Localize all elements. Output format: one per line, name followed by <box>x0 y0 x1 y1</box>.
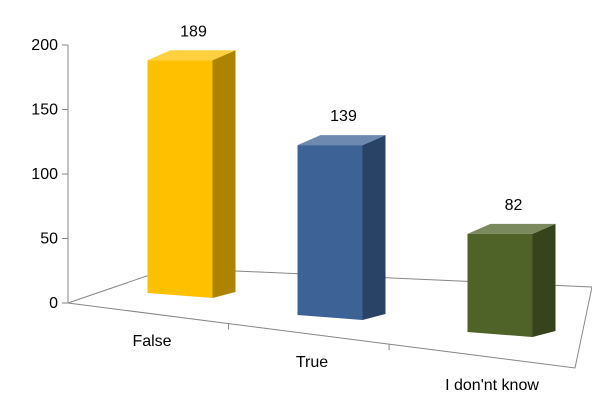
bar-side <box>362 135 386 320</box>
bar-side <box>212 50 236 299</box>
y-tick-label: 0 <box>49 295 58 312</box>
bar-side <box>532 223 556 337</box>
data-label: 139 <box>330 108 357 125</box>
labels: 189 False 139 True 82 I don'nt know <box>132 23 539 394</box>
bar-top <box>297 135 386 146</box>
category-label: I don'nt know <box>445 377 539 394</box>
bar <box>467 233 533 337</box>
floor <box>67 267 592 369</box>
bar <box>147 60 213 299</box>
data-label: 82 <box>505 197 523 214</box>
y-tick-label: 50 <box>40 231 58 248</box>
bar <box>297 145 363 320</box>
y-ticks: 0 50 100 150 200 <box>31 37 68 312</box>
category-label: False <box>132 333 171 350</box>
data-label: 189 <box>180 23 207 40</box>
y-tick-label: 100 <box>31 166 58 183</box>
bars <box>147 50 556 337</box>
x-ticks <box>228 323 390 351</box>
y-tick-label: 200 <box>31 37 58 54</box>
bar-top <box>147 50 236 61</box>
y-tick-label: 150 <box>31 102 58 119</box>
bar-top <box>467 223 556 234</box>
category-label: True <box>296 354 328 371</box>
